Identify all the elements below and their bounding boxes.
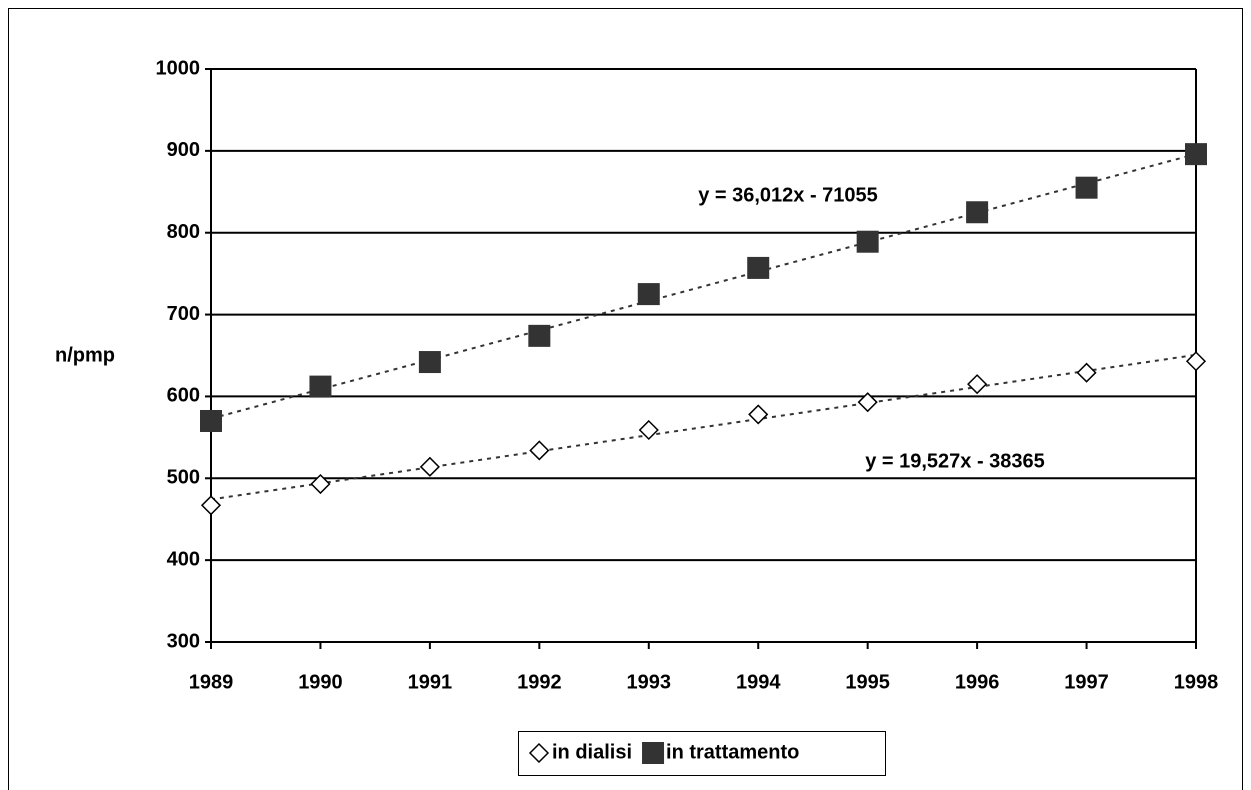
data-point xyxy=(747,256,770,279)
x-tick-label: 1992 xyxy=(517,671,562,693)
annotation: y = 36,012x - 71055 xyxy=(698,184,878,206)
data-point xyxy=(419,456,440,477)
chart-border xyxy=(8,8,1243,790)
trendline xyxy=(210,153,1197,420)
y-tick-label: 800 xyxy=(167,221,200,243)
legend-label: in dialisi xyxy=(552,741,632,763)
data-point xyxy=(309,375,332,398)
data-point xyxy=(418,351,441,374)
data-point xyxy=(1185,143,1207,166)
x-tick-label: 1989 xyxy=(189,671,234,693)
y-tick-label: 1000 xyxy=(156,57,201,79)
x-tick-label: 1994 xyxy=(736,671,781,693)
data-point xyxy=(528,324,551,347)
data-point xyxy=(200,409,222,432)
x-tick-label: 1991 xyxy=(408,671,453,693)
legend-label: in trattamento xyxy=(666,741,799,763)
y-tick-label: 600 xyxy=(167,385,200,407)
data-point xyxy=(200,495,222,516)
data-point xyxy=(529,440,550,461)
legend-marker xyxy=(642,742,665,764)
y-tick-label: 300 xyxy=(167,630,200,652)
data-point xyxy=(1185,351,1207,372)
data-point xyxy=(1076,362,1097,383)
data-point xyxy=(310,473,331,495)
data-point xyxy=(638,419,659,441)
trendline xyxy=(210,353,1197,501)
data-point xyxy=(857,392,878,413)
x-tick-label: 1998 xyxy=(1174,671,1219,693)
data-point xyxy=(856,230,879,253)
legend xyxy=(518,731,886,776)
x-tick-label: 1993 xyxy=(627,671,672,693)
annotation: y = 19,527x - 38365 xyxy=(865,450,1045,472)
y-tick-label: 900 xyxy=(167,139,200,161)
data-point xyxy=(1075,176,1098,199)
y-tick-label: 700 xyxy=(167,303,200,325)
y-tick-label: 400 xyxy=(167,548,200,570)
x-tick-label: 1997 xyxy=(1064,671,1109,693)
y-tick-label: 500 xyxy=(167,467,200,489)
data-point xyxy=(637,283,660,306)
x-tick-label: 1990 xyxy=(298,671,343,693)
data-point xyxy=(967,374,988,395)
data-point xyxy=(966,201,989,224)
x-tick-label: 1996 xyxy=(955,671,1000,693)
data-point xyxy=(748,404,769,425)
legend-marker xyxy=(528,742,550,764)
x-tick-label: 1995 xyxy=(845,671,890,693)
y-axis-label: n/pmp xyxy=(55,344,115,366)
